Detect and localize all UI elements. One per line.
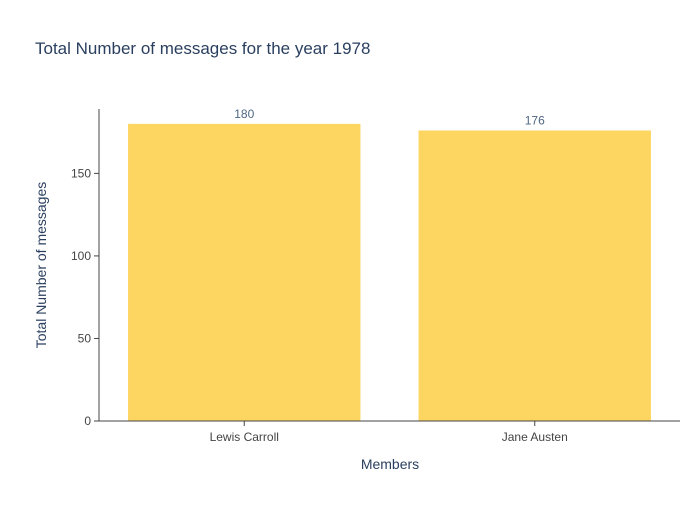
bar-jane-austen[interactable]: [418, 130, 651, 421]
y-tick-label: 0: [84, 414, 91, 428]
bars: [128, 123, 651, 422]
x-tick-label: Jane Austen: [502, 430, 568, 444]
x-axis-label: Members: [361, 456, 419, 472]
bar-value-labels: 180 176: [234, 107, 545, 128]
chart-title: Total Number of messages for the year 19…: [35, 39, 370, 58]
y-axis-ticks: 0 50 100 150: [71, 166, 99, 428]
y-tick-label: 50: [78, 331, 92, 345]
bar-value-label: 180: [234, 107, 254, 121]
x-tick-label: Lewis Carroll: [210, 430, 279, 444]
x-axis-ticks: Lewis Carroll Jane Austen: [210, 421, 568, 444]
bar-lewis-carroll[interactable]: [128, 123, 361, 422]
y-tick-label: 100: [71, 249, 91, 263]
y-axis-label: Total Number of messages: [33, 182, 49, 349]
bar-value-label: 176: [525, 113, 545, 127]
y-tick-label: 150: [71, 166, 91, 180]
